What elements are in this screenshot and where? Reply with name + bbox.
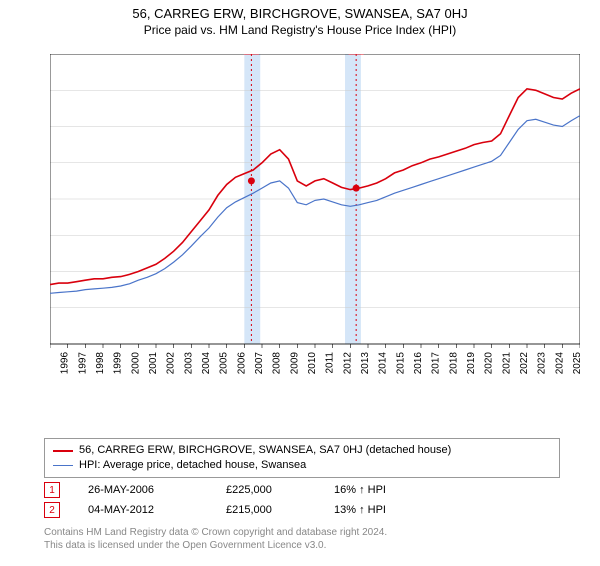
svg-text:2016: 2016 [413, 352, 424, 375]
transactions-area: 1 26-MAY-2006 £225,000 16% ↑ HPI 2 04-MA… [44, 480, 386, 520]
svg-text:1998: 1998 [95, 352, 106, 375]
txn-marker-2: 2 [44, 502, 60, 518]
txn-price-2: £215,000 [226, 504, 306, 516]
svg-text:2004: 2004 [201, 352, 212, 375]
txn-marker-1: 1 [44, 482, 60, 498]
chart-title: 56, CARREG ERW, BIRCHGROVE, SWANSEA, SA7… [0, 6, 600, 21]
svg-text:2024: 2024 [554, 352, 565, 375]
svg-text:2023: 2023 [537, 352, 548, 375]
chart-svg: £0£50K£100K£150K£200K£250K£300K£350K£400… [50, 54, 580, 384]
txn-date-1: 26-MAY-2006 [88, 484, 198, 496]
attribution-line1: Contains HM Land Registry data © Crown c… [44, 526, 387, 539]
svg-text:2025: 2025 [572, 352, 580, 375]
transaction-row-2: 2 04-MAY-2012 £215,000 13% ↑ HPI [44, 500, 386, 520]
svg-text:1995: 1995 [50, 352, 53, 375]
svg-text:2006: 2006 [236, 352, 247, 375]
svg-text:2009: 2009 [289, 352, 300, 375]
legend-row-1: 56, CARREG ERW, BIRCHGROVE, SWANSEA, SA7… [53, 443, 551, 458]
chart-area: £0£50K£100K£150K£200K£250K£300K£350K£400… [50, 54, 580, 384]
svg-text:2000: 2000 [130, 352, 141, 375]
chart-subtitle: Price paid vs. HM Land Registry's House … [0, 23, 600, 37]
legend-label-hpi: HPI: Average price, detached house, Swan… [79, 458, 306, 473]
txn-price-1: £225,000 [226, 484, 306, 496]
svg-text:2007: 2007 [254, 352, 265, 375]
legend-box: 56, CARREG ERW, BIRCHGROVE, SWANSEA, SA7… [44, 438, 560, 478]
svg-text:2002: 2002 [166, 352, 177, 375]
svg-text:2010: 2010 [307, 352, 318, 375]
attribution-line2: This data is licensed under the Open Gov… [44, 539, 387, 552]
legend-label-price: 56, CARREG ERW, BIRCHGROVE, SWANSEA, SA7… [79, 443, 451, 458]
svg-text:2003: 2003 [183, 352, 194, 375]
svg-text:2014: 2014 [378, 352, 389, 375]
chart-container: 56, CARREG ERW, BIRCHGROVE, SWANSEA, SA7… [0, 6, 600, 566]
svg-text:2019: 2019 [466, 352, 477, 375]
svg-text:2008: 2008 [272, 352, 283, 375]
svg-text:2017: 2017 [431, 352, 442, 375]
svg-text:1997: 1997 [77, 352, 88, 375]
svg-text:2001: 2001 [148, 352, 159, 375]
legend-swatch-price [53, 450, 73, 452]
txn-date-2: 04-MAY-2012 [88, 504, 198, 516]
svg-text:2011: 2011 [325, 352, 336, 374]
svg-text:2005: 2005 [219, 352, 230, 375]
svg-text:2018: 2018 [448, 352, 459, 375]
txn-delta-2: 13% ↑ HPI [334, 504, 386, 516]
txn-delta-1: 16% ↑ HPI [334, 484, 386, 496]
legend-swatch-hpi [53, 465, 73, 466]
svg-text:1999: 1999 [113, 352, 124, 375]
attribution: Contains HM Land Registry data © Crown c… [44, 526, 387, 552]
svg-text:2020: 2020 [484, 352, 495, 375]
svg-text:2021: 2021 [501, 352, 512, 375]
svg-text:2022: 2022 [519, 352, 530, 375]
legend-row-2: HPI: Average price, detached house, Swan… [53, 458, 551, 473]
svg-text:1996: 1996 [60, 352, 71, 375]
svg-text:2015: 2015 [395, 352, 406, 375]
svg-text:2013: 2013 [360, 352, 371, 375]
transaction-row-1: 1 26-MAY-2006 £225,000 16% ↑ HPI [44, 480, 386, 500]
svg-text:2012: 2012 [342, 352, 353, 375]
